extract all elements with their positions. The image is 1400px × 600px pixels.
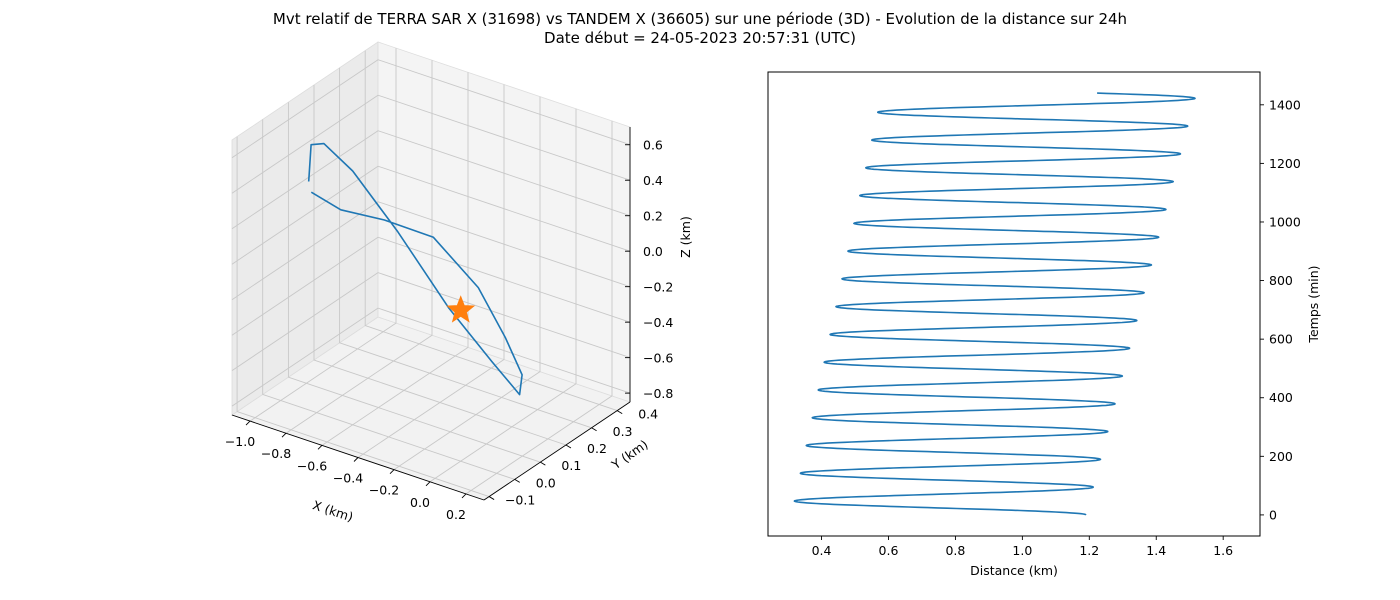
origin-star-marker bbox=[446, 295, 476, 323]
x-gridline bbox=[357, 84, 505, 458]
y-tick-mark bbox=[540, 461, 546, 466]
y-tick-label: 200 bbox=[1269, 449, 1293, 464]
x-tick-label: −0.2 bbox=[369, 483, 399, 498]
x-tick-mark bbox=[353, 457, 359, 462]
y-tick-mark bbox=[565, 444, 572, 449]
y-tick-label: 1200 bbox=[1269, 156, 1301, 171]
y-tick-label: 0.4 bbox=[638, 407, 658, 422]
plot-area bbox=[767, 71, 1261, 537]
figure-title-line1: Mvt relatif de TERRA SAR X (31698) vs TA… bbox=[272, 10, 1128, 28]
z-gridline bbox=[231, 59, 631, 159]
x-tick-label: 1.4 bbox=[1146, 543, 1166, 558]
y-tick-label: 0.0 bbox=[536, 475, 556, 490]
x-gridline bbox=[465, 120, 613, 495]
y-tick-label: 0.2 bbox=[587, 441, 607, 456]
x-tick-label: 0.0 bbox=[410, 495, 430, 510]
y-tick-label: 1400 bbox=[1269, 97, 1301, 112]
x-tick-label: 1.6 bbox=[1213, 543, 1233, 558]
y-tick-label: −0.1 bbox=[505, 493, 535, 508]
x-tick-mark bbox=[461, 493, 467, 499]
z-tick-label: −0.8 bbox=[643, 386, 673, 401]
x-tick-label: 0.6 bbox=[879, 543, 899, 558]
y-gridline bbox=[287, 102, 541, 463]
z-gridline bbox=[231, 307, 631, 407]
x-gridline bbox=[393, 96, 541, 470]
x-axis-label: X (km) bbox=[311, 497, 355, 524]
x-tick-label: −0.4 bbox=[333, 471, 363, 486]
y-tick-mark bbox=[488, 496, 495, 500]
x-tick-label: 1.0 bbox=[1012, 543, 1032, 558]
x-tick-label: 1.2 bbox=[1079, 543, 1099, 558]
x-tick-mark bbox=[317, 445, 323, 450]
y-axis-label: Y (km) bbox=[608, 437, 651, 473]
z-tick-label: 0.0 bbox=[643, 244, 663, 259]
x-tick-label: −0.8 bbox=[261, 446, 291, 461]
x-gridline bbox=[249, 48, 397, 422]
chart-3d-panel: −1.0−0.8−0.6−0.4−0.20.00.2−0.10.00.10.20… bbox=[225, 41, 693, 524]
z-tick-label: −0.4 bbox=[643, 315, 673, 330]
y-tick-label: 600 bbox=[1269, 332, 1293, 347]
z-tick-label: 0.4 bbox=[643, 173, 663, 188]
z-tick-label: 0.2 bbox=[643, 209, 663, 224]
z-tick-label: 0.6 bbox=[643, 138, 663, 153]
x-tick-mark bbox=[281, 432, 287, 438]
x-tick-mark bbox=[425, 481, 431, 487]
z-axis-label: Z (km) bbox=[678, 216, 693, 258]
y-gridline bbox=[262, 119, 515, 480]
chart-distance-panel: 0.4 0.6 0.8 1.0 1.2 1.4 1.6 0 200 400 600 800 1000 12… bbox=[767, 71, 1321, 578]
trajectory-line bbox=[307, 142, 523, 396]
figure-title: Mvt relatif de TERRA SAR X (31698) vs TA… bbox=[0, 10, 1400, 48]
y-gridline bbox=[236, 136, 490, 498]
y-gridline bbox=[313, 85, 567, 446]
z-gridline bbox=[231, 272, 631, 371]
x-tick-label: 0.4 bbox=[812, 543, 832, 558]
y-tick-label: 0.3 bbox=[613, 424, 633, 439]
z-gridline bbox=[231, 201, 631, 301]
y-tick-label: 0.1 bbox=[561, 458, 581, 473]
y-axis-line bbox=[483, 401, 631, 501]
x-tick-mark bbox=[389, 469, 395, 474]
y-tick-label: 400 bbox=[1269, 390, 1293, 405]
x-tick-label: 0.8 bbox=[945, 543, 965, 558]
x-gridline bbox=[285, 60, 433, 434]
y-axis-label: Temps (min) bbox=[1306, 265, 1321, 343]
distance-line bbox=[793, 92, 1196, 516]
x-gridline bbox=[429, 108, 577, 483]
z-gridline bbox=[231, 165, 631, 265]
y-tick-label: 1000 bbox=[1269, 214, 1301, 229]
x-gridline bbox=[321, 72, 469, 446]
x-tick-label: −0.6 bbox=[297, 458, 327, 473]
y-tick-mark bbox=[591, 427, 597, 432]
x-tick-label: 0.2 bbox=[446, 507, 466, 522]
y-tick-mark bbox=[616, 410, 623, 414]
z-gridline bbox=[231, 130, 631, 230]
z-tick-label: −0.6 bbox=[643, 351, 673, 366]
z-gridline bbox=[231, 94, 631, 194]
figure-title-line2: Date début = 24-05-2023 20:57:31 (UTC) bbox=[544, 29, 856, 47]
y-tick-mark bbox=[514, 478, 520, 483]
y-gridline bbox=[364, 50, 618, 412]
y-tick-label: 0 bbox=[1269, 507, 1277, 522]
z-tick-label: −0.2 bbox=[643, 280, 673, 295]
x-tick-mark bbox=[245, 420, 251, 426]
y-tick-label: 800 bbox=[1269, 273, 1293, 288]
x-tick-label: −1.0 bbox=[225, 434, 255, 449]
x-axis-label: Distance (km) bbox=[970, 563, 1058, 578]
z-gridline bbox=[231, 236, 631, 336]
